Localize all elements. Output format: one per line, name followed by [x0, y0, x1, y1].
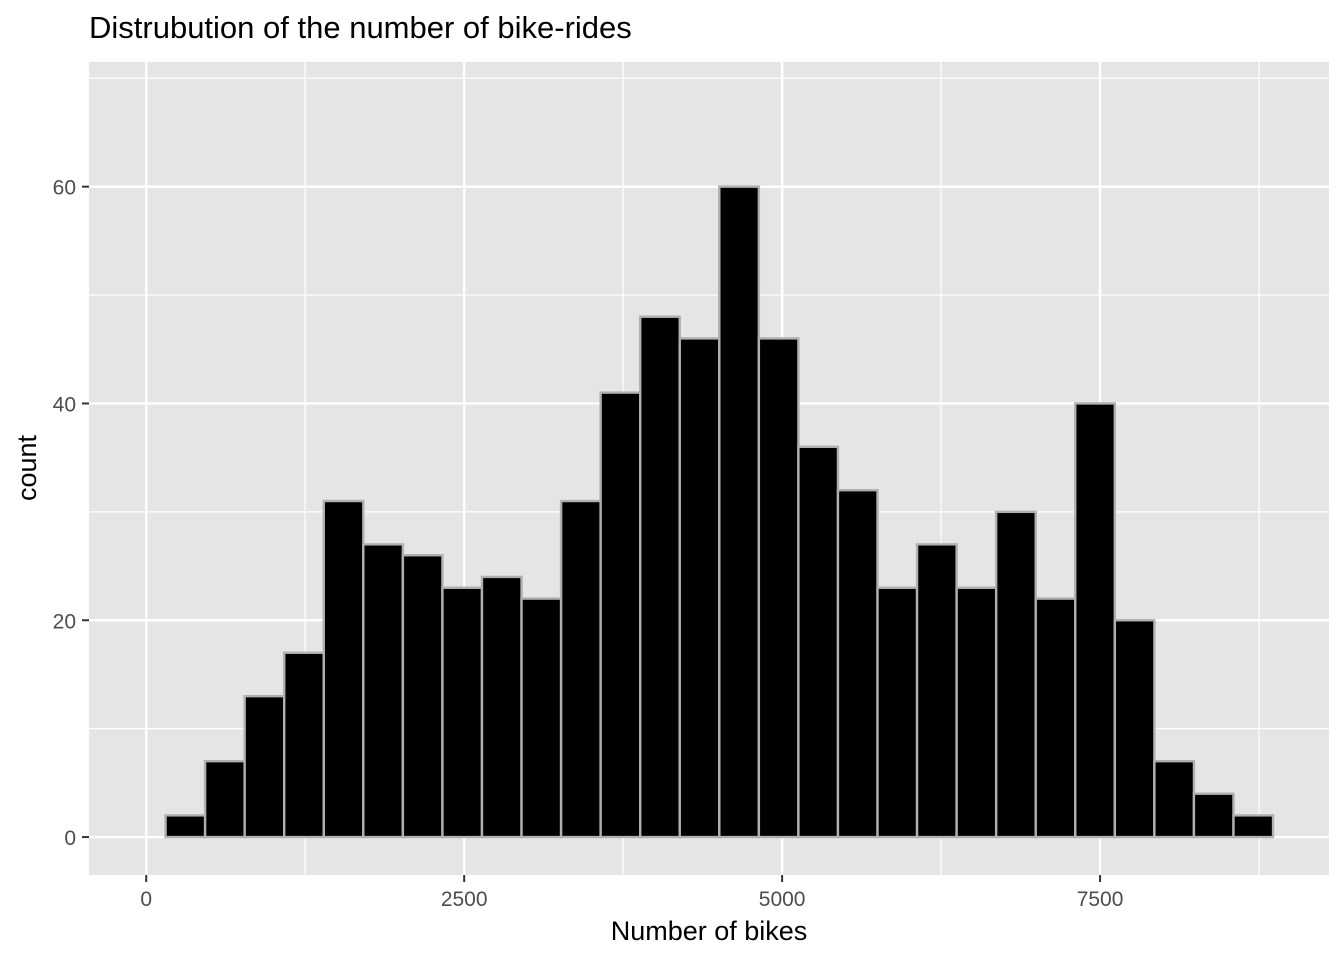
histogram-bar-2 — [203, 759, 246, 839]
histogram-bar-11 — [559, 499, 602, 839]
histogram-bars — [164, 185, 1275, 839]
histogram-bar-17 — [797, 445, 840, 839]
y-axis: 0 20 40 60 — [53, 177, 89, 850]
y-axis-label: count — [12, 434, 42, 501]
histogram-bar-1 — [164, 814, 207, 839]
x-axis-label: Number of bikes — [611, 916, 808, 946]
x-tick-label: 5000 — [759, 888, 806, 911]
histogram-bar-3 — [243, 694, 286, 839]
histogram-bar-18 — [836, 488, 879, 839]
chart-title: Distrubution of the number of bike-rides — [89, 10, 632, 45]
histogram-bar-25 — [1113, 619, 1156, 839]
x-axis: 0 2500 5000 7500 — [140, 875, 1123, 911]
x-tick-label: 2500 — [441, 888, 488, 911]
y-tick-label: 20 — [53, 610, 76, 633]
histogram-bar-26 — [1153, 759, 1196, 839]
histogram-bar-16 — [757, 337, 800, 839]
histogram-bar-12 — [599, 391, 642, 839]
histogram-bar-8 — [441, 586, 484, 839]
x-tick-label: 7500 — [1077, 888, 1124, 911]
histogram-bar-24 — [1074, 402, 1117, 839]
histogram-bar-4 — [283, 651, 325, 839]
histogram-bar-22 — [994, 510, 1037, 839]
y-tick-label: 60 — [53, 177, 76, 200]
histogram-bar-6 — [362, 543, 405, 839]
histogram-bar-13 — [638, 315, 681, 839]
histogram-bar-27 — [1192, 792, 1235, 839]
y-tick-label: 40 — [53, 393, 76, 416]
histogram-bar-28 — [1232, 814, 1275, 839]
histogram-bar-23 — [1034, 597, 1077, 839]
histogram-bar-21 — [955, 586, 998, 839]
x-tick-label: 0 — [140, 888, 152, 911]
histogram-bar-9 — [480, 575, 523, 839]
histogram-bar-10 — [520, 597, 563, 839]
y-tick-label: 0 — [64, 827, 76, 850]
histogram-bar-7 — [401, 554, 444, 839]
histogram-bar-15 — [718, 185, 761, 839]
histogram-bar-5 — [322, 499, 365, 839]
histogram-bar-14 — [678, 337, 721, 839]
histogram-bar-20 — [915, 543, 958, 839]
histogram-bar-19 — [876, 586, 919, 839]
